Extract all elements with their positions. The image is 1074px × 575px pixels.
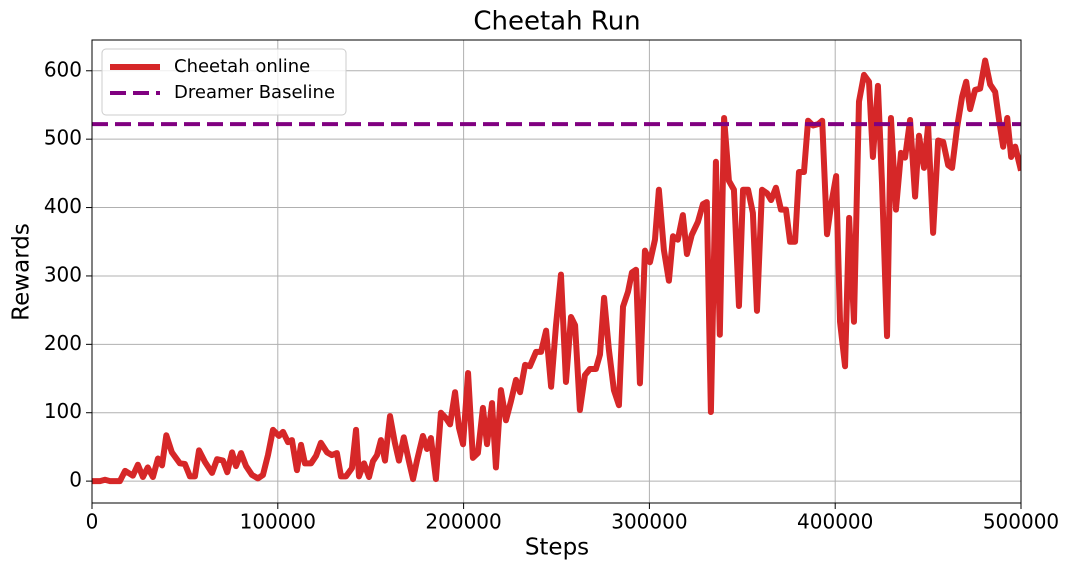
- y-tick-label: 400: [44, 194, 82, 218]
- y-tick-label: 500: [44, 126, 82, 150]
- x-tick-label: 400000: [797, 510, 873, 534]
- x-tick-label: 0: [86, 510, 99, 534]
- y-axis-label: Rewards: [9, 223, 35, 321]
- y-tick-label: 0: [69, 468, 82, 492]
- data-line: [92, 57, 1021, 485]
- x-tick-label: 300000: [611, 510, 687, 534]
- legend-label: Cheetah online: [174, 56, 310, 77]
- x-tick-label: 200000: [425, 510, 501, 534]
- y-tick-label: 300: [44, 262, 82, 286]
- legend-box: [101, 48, 347, 116]
- legend-label: Dreamer Baseline: [174, 82, 335, 103]
- chart-title: Cheetah Run: [473, 7, 640, 37]
- x-axis-label: Steps: [525, 535, 589, 561]
- x-tick-label: 500000: [983, 510, 1059, 534]
- y-tick-label: 200: [44, 331, 82, 355]
- plot-frame: [91, 39, 1022, 504]
- x-tick-label: 100000: [240, 510, 316, 534]
- y-tick-label: 600: [44, 57, 82, 81]
- y-tick-label: 100: [44, 399, 82, 423]
